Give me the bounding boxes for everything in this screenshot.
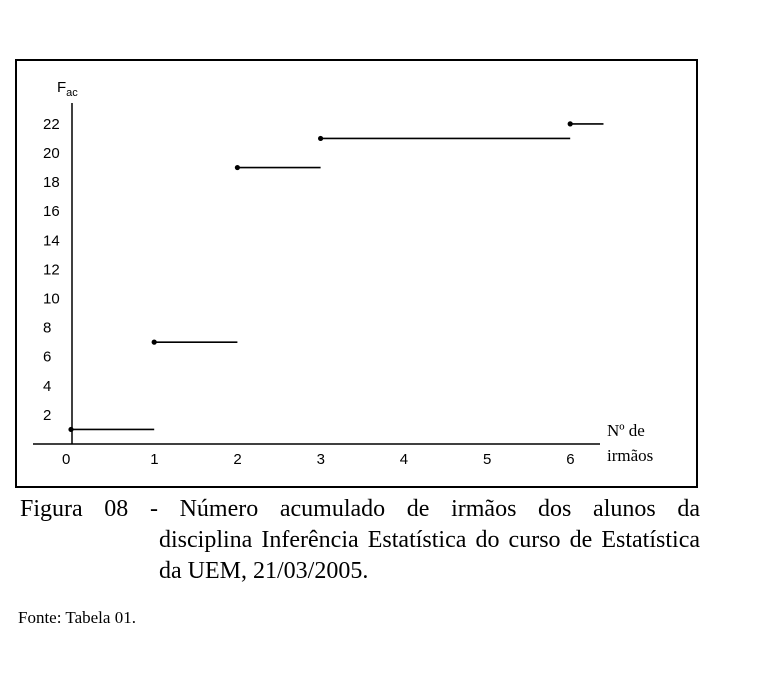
y-tick-labels: 2 4 6 8 10 12 14 16 18 20 22: [43, 116, 60, 424]
y-tick-label: 16: [43, 203, 60, 220]
source-note: Fonte: Tabela 01.: [18, 608, 136, 627]
figure-caption: Figura 08 - Número acumulado de irmãos d…: [20, 494, 700, 587]
y-tick-label: 2: [43, 407, 51, 424]
y-tick-label: 14: [43, 232, 60, 249]
step-point: [151, 339, 157, 345]
y-tick-label: 6: [43, 349, 51, 366]
x-tick-label: 2: [233, 451, 241, 468]
chart-frame: [15, 59, 698, 488]
step-point: [318, 135, 324, 142]
y-axis-label: Fac: [57, 79, 78, 99]
x-tick-label: 0: [62, 451, 70, 468]
y-tick-label: 12: [43, 261, 60, 278]
x-tick-label: 6: [566, 451, 574, 468]
x-tick-label: 4: [400, 451, 408, 468]
y-tick-label: 18: [43, 174, 60, 191]
step-point: [234, 164, 240, 171]
x-tick-label: 5: [483, 451, 491, 468]
y-tick-label: 8: [43, 320, 51, 337]
caption-continuation: disciplina Inferência Estatística do cur…: [159, 527, 700, 584]
step-point: [68, 426, 74, 433]
y-tick-label: 4: [43, 378, 51, 395]
x-tick-label: 1: [150, 451, 158, 468]
y-axis-label-subscript: ac: [66, 87, 78, 99]
caption-lead: Figura 08 - Número acumulado de irmãos d…: [20, 496, 700, 522]
step-series: [68, 121, 604, 433]
step-point: [567, 121, 573, 127]
axes: [33, 103, 600, 445]
x-axis-label-line-2: irmãos: [607, 446, 653, 465]
y-tick-label: 10: [43, 291, 60, 308]
y-tick-label: 20: [43, 145, 60, 162]
y-tick-label: 22: [43, 116, 60, 133]
x-axis-label-line-1: Nº de: [607, 421, 645, 440]
y-axis-label-main: F: [57, 79, 66, 96]
x-tick-labels: 0 1 2 3 4 5 6: [62, 451, 575, 468]
x-tick-label: 3: [317, 451, 325, 468]
